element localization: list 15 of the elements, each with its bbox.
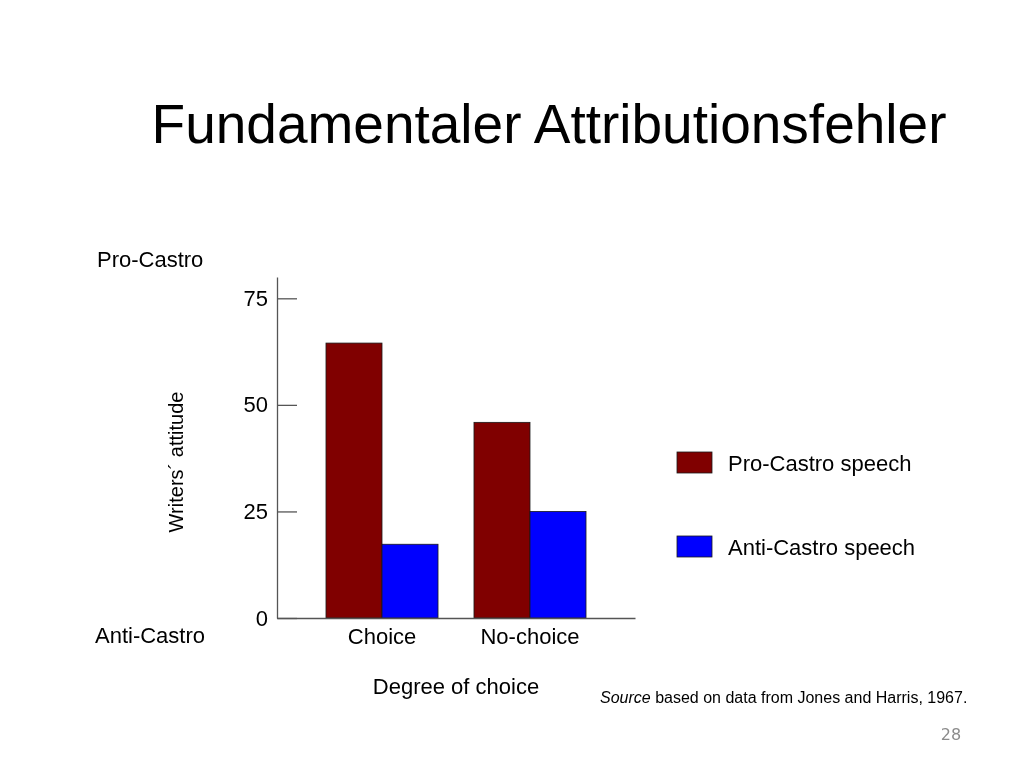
legend-label: Pro-Castro speech xyxy=(728,451,912,476)
y-tick-label: 25 xyxy=(243,498,268,524)
text: 28 xyxy=(940,725,962,744)
y-tick-label: 50 xyxy=(243,392,268,418)
y-tick-label: 75 xyxy=(243,285,268,311)
legend-label: Anti-Castro speech xyxy=(728,535,916,560)
x-axis-title: Degree of choice xyxy=(372,674,540,699)
text: Pro-Castro xyxy=(97,247,204,272)
x-tick-label: Choice xyxy=(347,623,417,649)
y-axis-title: Writers´ attitude xyxy=(165,391,187,533)
chart-title: Fundamentaler Attributionsfehler xyxy=(151,93,947,155)
y-tick-label: 0 xyxy=(255,605,268,631)
text: Anti-Castro xyxy=(95,623,206,648)
x-tick-label: No-choice xyxy=(480,623,580,649)
source-note: Source based on data from Jones and Harris, 1967. xyxy=(600,689,968,706)
